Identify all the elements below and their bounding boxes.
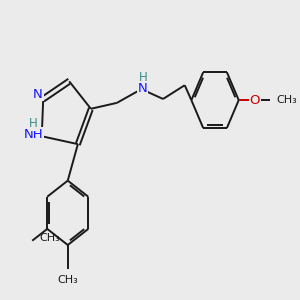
Text: N: N: [138, 82, 148, 95]
Text: H: H: [139, 71, 147, 84]
Text: CH₃: CH₃: [57, 274, 78, 285]
Text: CH₃: CH₃: [277, 95, 298, 105]
Text: NH: NH: [23, 128, 43, 141]
Text: N: N: [33, 88, 43, 101]
Text: CH₃: CH₃: [40, 232, 60, 242]
Text: O: O: [249, 94, 260, 106]
Text: H: H: [29, 117, 38, 130]
